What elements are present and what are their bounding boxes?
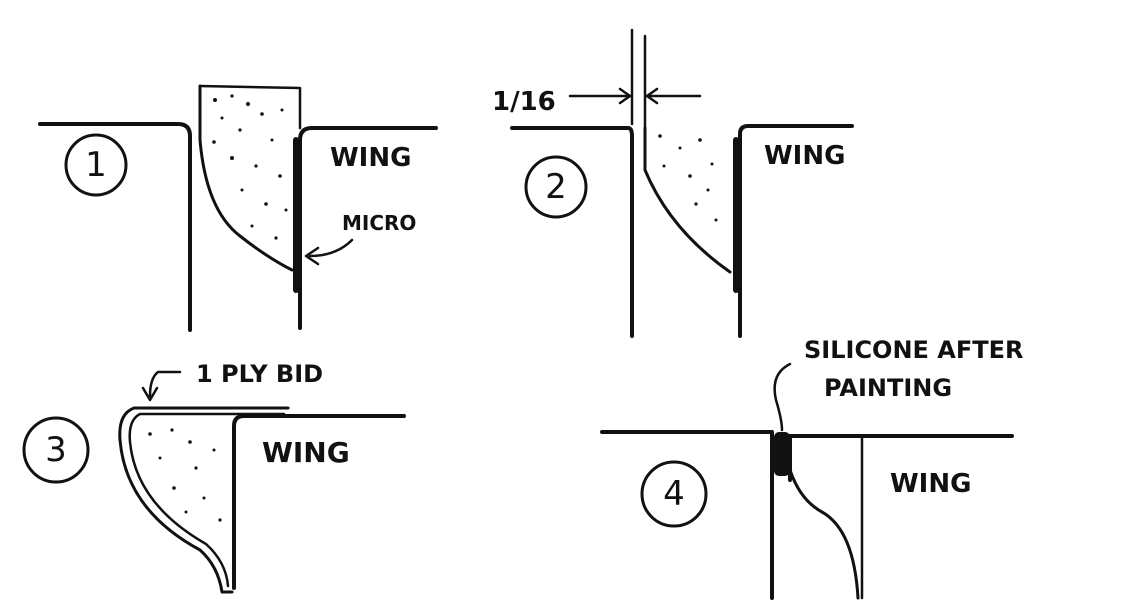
silicone-bead bbox=[774, 432, 790, 476]
detail-number: 1 bbox=[85, 145, 107, 185]
dimension-arrowhead-left bbox=[618, 87, 632, 105]
bid-leader-line bbox=[148, 370, 182, 398]
detail-number-circle bbox=[22, 416, 90, 484]
wing-label: WING bbox=[764, 141, 845, 171]
fuselage-skin-line bbox=[600, 430, 774, 600]
fairing-curve bbox=[643, 126, 732, 274]
fairing-curve bbox=[198, 84, 294, 272]
bid-arrowhead bbox=[141, 386, 159, 402]
wing-label: WING bbox=[262, 436, 350, 469]
dimension-arrowhead-right bbox=[645, 87, 659, 105]
detail-2: 1/16 2 WING bbox=[492, 28, 854, 338]
silicone-leader-line bbox=[773, 362, 792, 432]
micro-label: MICRO bbox=[342, 211, 416, 235]
detail-number: 2 bbox=[545, 167, 567, 207]
detail-number-circle bbox=[64, 133, 128, 197]
fuselage-skin-line bbox=[38, 122, 192, 332]
wing-label: WING bbox=[330, 143, 411, 173]
detail-1: 1 WING MICRO bbox=[38, 84, 438, 332]
foam-stipple bbox=[148, 428, 222, 522]
micro-arrowhead bbox=[304, 246, 320, 266]
silicone-label-line-2: PAINTING bbox=[824, 374, 952, 402]
bid-ply-inner bbox=[128, 412, 286, 588]
wing-skin-line bbox=[232, 414, 406, 590]
bid-label: 1 PLY BID bbox=[196, 360, 323, 388]
gap-dimension-label: 1/16 bbox=[492, 87, 556, 117]
detail-number-circle bbox=[524, 155, 588, 219]
detail-number: 4 bbox=[663, 474, 685, 514]
micro-leader-line bbox=[308, 238, 354, 258]
foam-stipple bbox=[658, 134, 718, 222]
detail-4: SILICONE AFTER PAINTING 4 WING bbox=[600, 336, 1024, 600]
foam-stipple bbox=[212, 94, 288, 240]
fairing-curve bbox=[788, 468, 860, 600]
bid-ply-outer bbox=[118, 406, 290, 594]
fuselage-skin-line bbox=[510, 126, 634, 338]
detail-number-circle bbox=[640, 460, 708, 528]
detail-number: 3 bbox=[45, 430, 67, 470]
silicone-label-line-1: SILICONE AFTER bbox=[804, 336, 1024, 364]
detail-3: 1 PLY BID 3 WING bbox=[22, 360, 406, 594]
wing-skin-line bbox=[738, 124, 854, 338]
fairing-block-outline bbox=[198, 84, 302, 130]
wing-skin-line bbox=[298, 126, 438, 330]
wing-label: WING bbox=[890, 469, 971, 499]
